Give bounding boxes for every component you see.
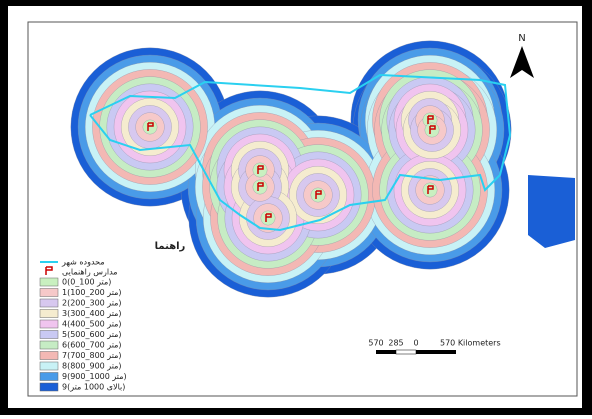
school-icon [427, 115, 434, 124]
buffer-ring [252, 179, 268, 195]
legend-swatch [39, 309, 59, 318]
legend-label: 2(200_300 متر) [62, 299, 122, 308]
legend-label: 1(100_200 متر) [62, 288, 122, 297]
legend-swatch [39, 319, 59, 329]
buffer-ring [422, 182, 438, 198]
outer-zone [528, 175, 575, 248]
legend-swatch [39, 330, 59, 339]
school-icon [147, 122, 154, 131]
school-icon [429, 125, 436, 134]
legend-label: مدارس راهنمایی [62, 268, 118, 277]
legend-label: 8(800_900 متر) [62, 362, 122, 371]
legend-swatch [39, 361, 59, 371]
legend: 0(0_100 متر)1(100_200 متر) 2(200_300 متر)… [39, 277, 127, 392]
legend-swatch [39, 298, 59, 308]
legend-school-symbol [45, 266, 53, 275]
school-icon [427, 185, 434, 194]
legend-swatch [39, 288, 59, 297]
legend-swatch [39, 382, 59, 392]
scale-label: 285 [388, 339, 403, 348]
legend-swatch [39, 372, 59, 381]
north-label: N [518, 33, 525, 44]
legend-label: محدوده شهر [61, 258, 105, 267]
legend-label: 7(700_800 متر) [62, 351, 122, 360]
legend-title: راهنما [155, 241, 186, 252]
legend-label: 5(500_600 متر) [62, 330, 122, 339]
buffer-ring [310, 187, 326, 203]
legend-label: 3(300_400 متر) [62, 309, 122, 318]
buffer-ring [252, 162, 268, 178]
legend-label: 0(0_100 متر) [62, 278, 111, 287]
legend-label: 4(400_500 متر) [62, 320, 122, 329]
legend-label: 9(900_1000 متر) [62, 372, 127, 381]
buffer-zones [70, 40, 575, 298]
school-icon [315, 190, 322, 199]
scale-label: 570 Kilometers [440, 339, 501, 348]
legend-swatch [39, 277, 59, 287]
legend-swatch [39, 340, 59, 350]
inner-border [27, 21, 578, 397]
scale-label: 0 [413, 339, 418, 348]
school-icon [257, 165, 264, 174]
north-arrow [510, 46, 534, 78]
legend-swatch [39, 351, 59, 360]
scale-label: 570 [368, 339, 383, 348]
buffer-ring [424, 122, 440, 138]
legend-label: 9(بالای 1000 متر) [62, 383, 125, 392]
school-icon [257, 182, 264, 191]
city-boundary [89, 73, 512, 232]
buffer-ring [142, 119, 158, 135]
scale-bar [376, 349, 456, 355]
school-icon [265, 213, 272, 222]
buffer-ring [260, 210, 276, 226]
legend-label: 6(600_700 متر) [62, 341, 122, 350]
